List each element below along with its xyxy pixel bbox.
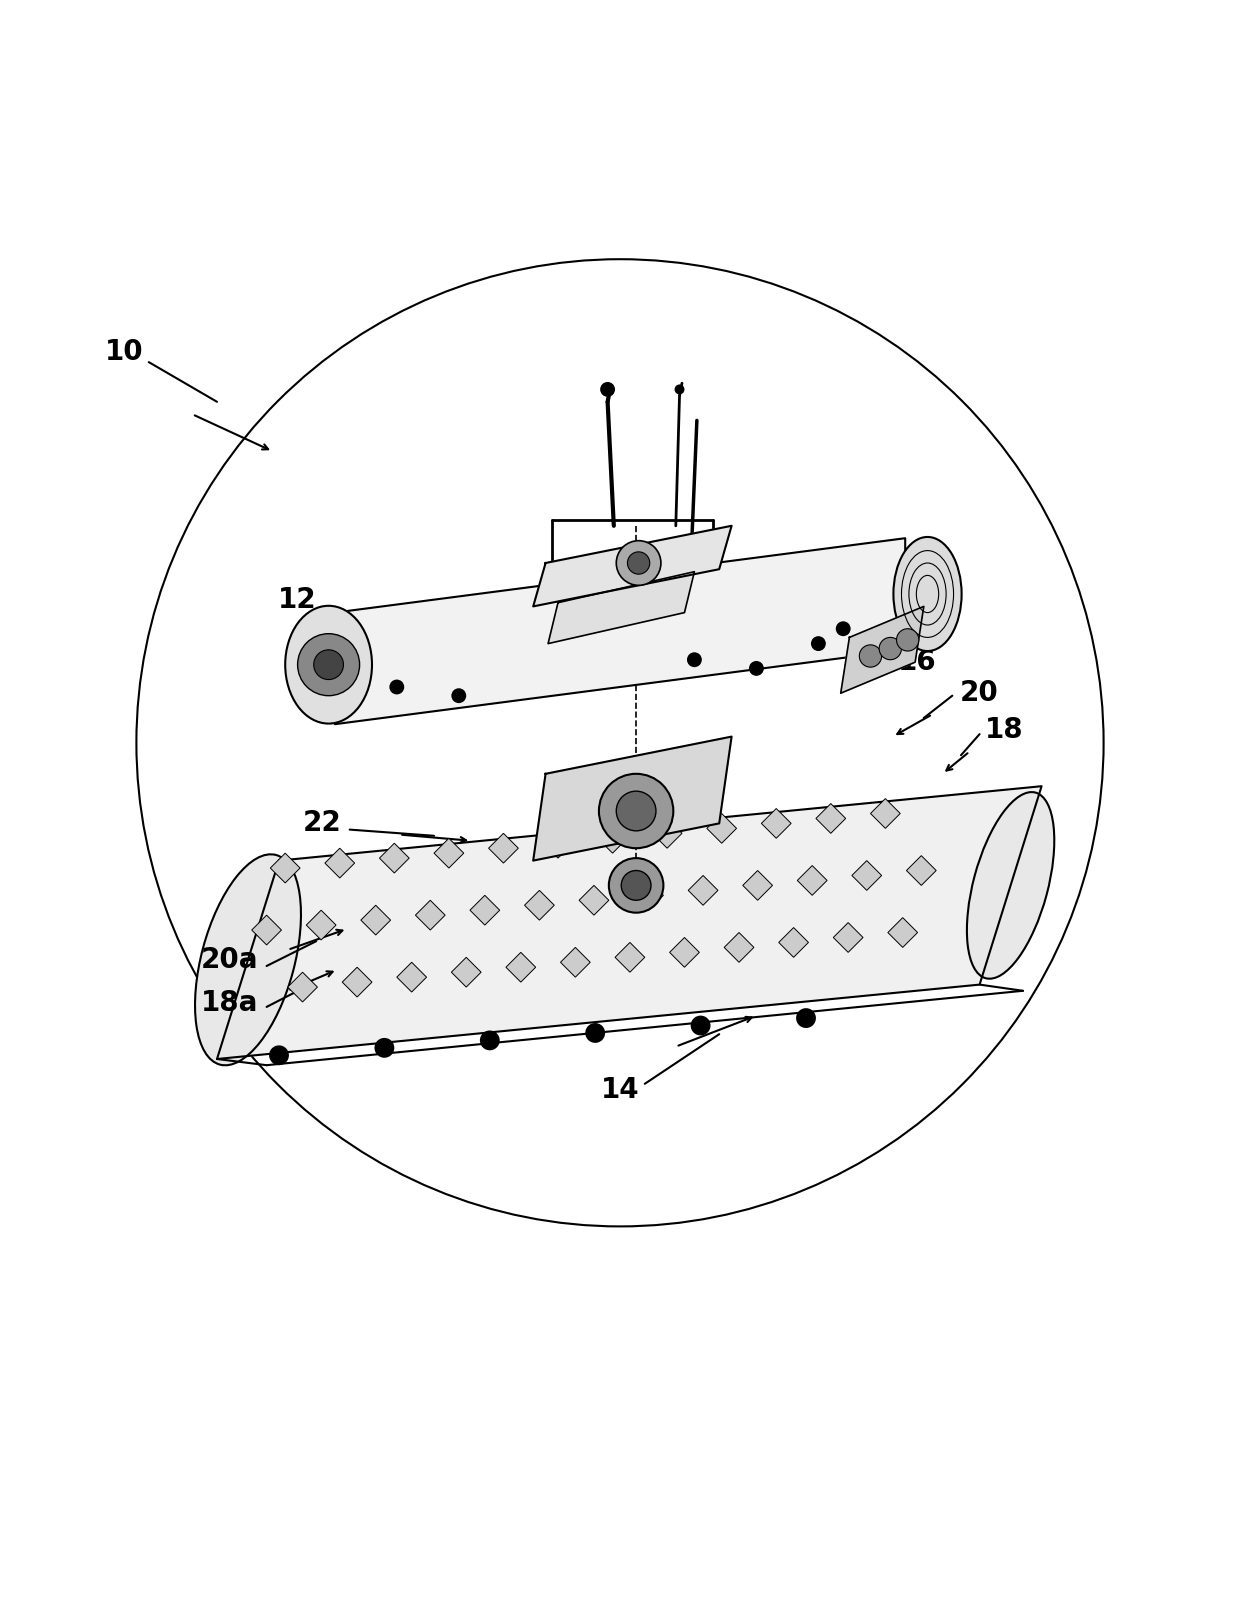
Polygon shape <box>306 910 336 941</box>
Polygon shape <box>525 890 554 920</box>
Polygon shape <box>451 957 481 988</box>
Polygon shape <box>270 853 300 882</box>
Ellipse shape <box>967 792 1054 978</box>
Polygon shape <box>707 814 737 843</box>
Polygon shape <box>634 881 663 910</box>
Text: 18a: 18a <box>201 989 258 1017</box>
Polygon shape <box>217 787 1042 1059</box>
Polygon shape <box>670 938 699 967</box>
Circle shape <box>691 1015 711 1035</box>
Circle shape <box>480 1030 500 1051</box>
Polygon shape <box>543 829 573 858</box>
Text: 14: 14 <box>600 1075 640 1105</box>
Polygon shape <box>361 905 391 934</box>
Polygon shape <box>470 895 500 925</box>
Polygon shape <box>560 947 590 976</box>
Polygon shape <box>548 571 694 644</box>
Circle shape <box>298 634 360 696</box>
Circle shape <box>374 1038 394 1058</box>
Text: 18: 18 <box>985 717 1024 744</box>
Polygon shape <box>761 808 791 839</box>
Polygon shape <box>743 871 773 900</box>
Circle shape <box>687 652 702 667</box>
Circle shape <box>609 858 663 913</box>
Text: 20a: 20a <box>201 946 258 973</box>
Polygon shape <box>335 539 905 723</box>
Circle shape <box>627 551 650 574</box>
Polygon shape <box>888 918 918 947</box>
Circle shape <box>616 792 656 830</box>
Polygon shape <box>833 923 863 952</box>
Polygon shape <box>342 967 372 998</box>
Ellipse shape <box>893 537 962 650</box>
Polygon shape <box>533 526 732 607</box>
Polygon shape <box>598 824 627 853</box>
Text: 20: 20 <box>960 680 999 707</box>
Polygon shape <box>652 819 682 848</box>
Polygon shape <box>252 915 281 946</box>
Polygon shape <box>906 856 936 886</box>
Polygon shape <box>506 952 536 981</box>
Circle shape <box>600 381 615 397</box>
Polygon shape <box>724 933 754 962</box>
Text: 10: 10 <box>104 339 144 367</box>
Polygon shape <box>797 866 827 895</box>
Polygon shape <box>870 798 900 829</box>
Text: 16: 16 <box>898 649 937 676</box>
Circle shape <box>749 660 764 676</box>
Polygon shape <box>325 848 355 878</box>
Ellipse shape <box>195 855 301 1066</box>
Circle shape <box>796 1009 816 1028</box>
Circle shape <box>269 1045 289 1066</box>
Polygon shape <box>489 834 518 863</box>
Polygon shape <box>379 843 409 873</box>
Circle shape <box>897 629 919 650</box>
Ellipse shape <box>285 605 372 723</box>
Circle shape <box>451 688 466 702</box>
Circle shape <box>599 774 673 848</box>
Circle shape <box>879 637 901 660</box>
Polygon shape <box>415 900 445 929</box>
Circle shape <box>675 384 684 394</box>
Circle shape <box>314 650 343 680</box>
Text: 12: 12 <box>278 586 317 615</box>
Circle shape <box>811 636 826 650</box>
Circle shape <box>616 540 661 586</box>
Circle shape <box>585 1023 605 1043</box>
Text: 22: 22 <box>303 809 342 837</box>
Polygon shape <box>688 876 718 905</box>
Polygon shape <box>841 607 924 693</box>
Polygon shape <box>852 861 882 890</box>
Circle shape <box>621 871 651 900</box>
Polygon shape <box>288 972 317 1002</box>
Polygon shape <box>579 886 609 915</box>
Polygon shape <box>434 839 464 868</box>
Polygon shape <box>779 928 808 957</box>
Circle shape <box>859 646 882 667</box>
Polygon shape <box>816 803 846 834</box>
Polygon shape <box>533 736 732 861</box>
Circle shape <box>389 680 404 694</box>
Circle shape <box>836 621 851 636</box>
Polygon shape <box>397 962 427 993</box>
Polygon shape <box>615 942 645 972</box>
